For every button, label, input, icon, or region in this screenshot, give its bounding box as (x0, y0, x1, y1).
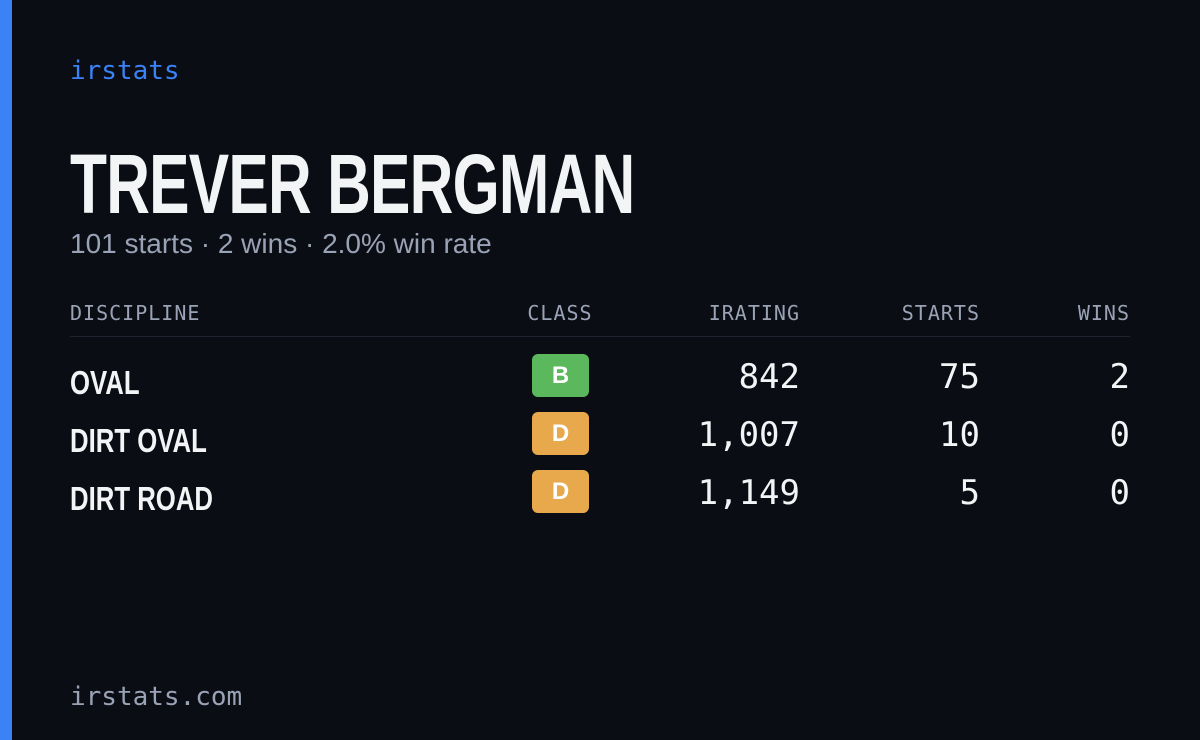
driver-name: TREVER BERGMAN (70, 137, 635, 231)
class-badge: D (532, 412, 589, 455)
irating: 1,149 (697, 473, 800, 513)
wins: 0 (1109, 473, 1130, 513)
footer: irstats.com (70, 682, 243, 712)
discipline: DIRT OVAL (70, 422, 207, 459)
accent-bar (0, 0, 12, 740)
starts: 5 (959, 473, 980, 513)
wins: 0 (1109, 415, 1130, 455)
column-header: WINS (1077, 301, 1130, 325)
column-header: STARTS (901, 301, 980, 325)
column-header: IRATING (708, 301, 800, 325)
divider (70, 336, 1130, 337)
starts: 75 (939, 357, 980, 397)
wins: 2 (1109, 357, 1130, 397)
column-header: CLASS (527, 301, 593, 325)
irating: 1,007 (697, 415, 800, 455)
column-header: DISCIPLINE (70, 301, 201, 325)
discipline: OVAL (70, 364, 140, 401)
starts: 10 (939, 415, 980, 455)
driver-summary: 101 starts · 2 wins · 2.0% win rate (70, 228, 492, 259)
class-badge: D (532, 470, 589, 513)
irating: 842 (738, 357, 800, 397)
brand: irstats (70, 56, 180, 86)
discipline: DIRT ROAD (70, 480, 213, 517)
class-badge: B (532, 354, 589, 397)
